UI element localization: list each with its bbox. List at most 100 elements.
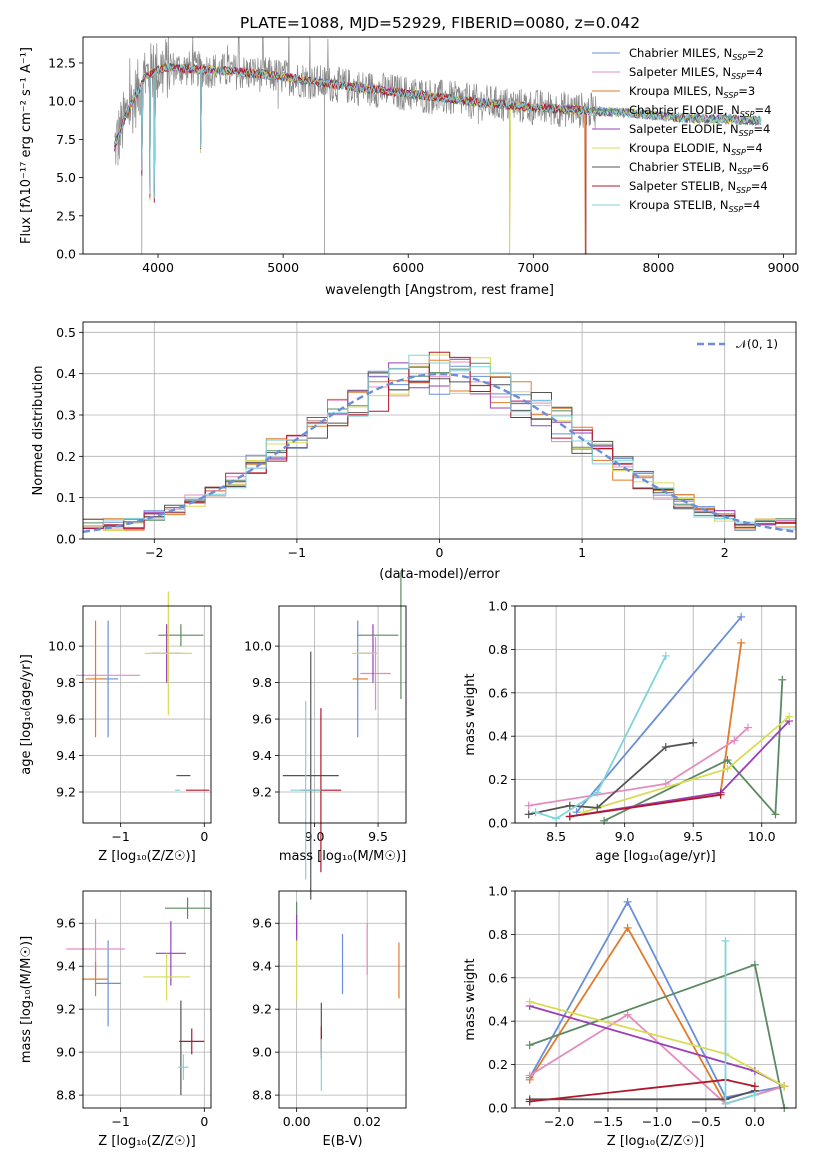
figure-title: PLATE=1088, MJD=52929, FIBERID=0080, z=0… — [240, 14, 640, 32]
x-tick-label: −1.0 — [642, 1114, 672, 1129]
weight-line — [569, 793, 721, 818]
mass-vs-extinction-panel: 0.00 0.02 8.8 9.0 9.2 9.4 9.6 E(B-V) — [252, 890, 407, 1149]
y-tick-label: 0.2 — [56, 449, 76, 464]
x-tick-label: 9.5 — [368, 829, 388, 844]
weight-line — [603, 679, 784, 822]
y-tick-label: 9.6 — [252, 916, 272, 931]
x-axis-label: Z [log₁₀(Z/Z☉)] — [98, 849, 195, 864]
histograms — [83, 351, 796, 539]
y-axis-label: Normed distribution — [31, 366, 46, 496]
x-tick-label: 8000 — [642, 260, 674, 275]
legend-label: Kroupa STELIB, NSSP=4 — [629, 198, 760, 214]
residual-histogram — [83, 366, 796, 539]
x-tick-label: 9.0 — [305, 829, 325, 844]
y-tick-label: 9.6 — [252, 712, 272, 727]
normal-curve — [83, 372, 796, 533]
y-tick-label: 0.2 — [488, 772, 508, 787]
legend-label: Chabrier ELODIE, NSSP=4 — [629, 103, 771, 119]
y-tick-label: 0.5 — [56, 325, 76, 340]
y-tick-label: 0.0 — [488, 816, 508, 831]
y-tick-label: 0.4 — [56, 366, 76, 381]
y-tick-label: 10.0 — [244, 639, 272, 654]
x-tick-label: −2 — [145, 545, 163, 560]
x-axis-label: wavelength [Angstrom, rest frame] — [325, 283, 554, 298]
legend-label: Kroupa MILES, NSSP=3 — [629, 84, 755, 100]
residual-histogram — [83, 354, 796, 539]
axes-frame — [82, 321, 797, 540]
y-axis-label: mass weight — [463, 958, 478, 1040]
legend-label: Chabrier MILES, NSSP=2 — [629, 46, 764, 62]
y-tick-label: 9.4 — [56, 748, 76, 763]
axes-frame — [82, 605, 212, 824]
age-vs-mass-panel: 9.0 9.5 9.2 9.4 9.6 9.8 10.0 mass [log₁₀(M/M☉)] — [244, 571, 407, 900]
x-tick-label: −1 — [111, 829, 129, 844]
y-tick-label: 8.8 — [252, 1088, 272, 1103]
spectrum-panel: 4000 5000 6000 7000 8000 9000 0.0 2.5 5.0 7.5 10.0… — [19, 36, 799, 298]
axes-frame — [514, 890, 797, 1109]
spectrum-lines — [113, 37, 762, 254]
y-tick-label: 0.6 — [488, 970, 508, 985]
y-tick-label: 0.4 — [488, 1014, 508, 1029]
y-tick-label: 9.2 — [56, 1002, 76, 1017]
legend: Chabrier MILES, NSSP=2 Salpeter MILES, NS… — [592, 46, 771, 214]
x-tick-label: 1 — [578, 545, 586, 560]
legend-label: Salpeter ELODIE, NSSP=4 — [629, 122, 770, 138]
y-tick-label: 1.0 — [488, 599, 508, 614]
y-tick-label: 5.0 — [56, 170, 76, 185]
x-axis-label: age [log₁₀(age/yr)] — [595, 849, 716, 864]
axes-frame — [278, 890, 407, 1109]
legend-label: Kroupa ELODIE, NSSP=4 — [629, 141, 763, 157]
x-tick-label: 0.0 — [745, 1114, 765, 1129]
model-spectrum — [113, 62, 587, 254]
x-axis-label: Z [log₁₀(Z/Z☉)] — [607, 1134, 704, 1149]
weight-line — [724, 940, 756, 1105]
y-tick-label: 7.5 — [56, 132, 76, 147]
x-tick-label: 4000 — [142, 260, 174, 275]
x-tick-label: 6000 — [392, 260, 424, 275]
x-axis-label: E(B-V) — [322, 1134, 362, 1149]
x-tick-label: 0.00 — [283, 1114, 311, 1129]
residual-histogram — [83, 351, 796, 539]
axes-frame — [514, 605, 797, 824]
residual-panel: −2 −1 0 1 2 0.0 0.1 0.2 0.3 0.4 0.5 (data-model)/er… — [31, 321, 797, 582]
y-tick-label: 9.4 — [252, 748, 272, 763]
axes-frame — [82, 890, 212, 1109]
x-tick-label: 8.5 — [546, 829, 566, 844]
y-tick-label: 9.0 — [252, 1045, 272, 1060]
y-tick-label: 9.8 — [56, 675, 76, 690]
model-spectrum — [113, 63, 762, 193]
y-tick-label: 10.0 — [48, 94, 76, 109]
x-tick-label: 0.02 — [353, 1114, 381, 1129]
y-tick-label: 0.8 — [488, 927, 508, 942]
y-tick-label: 0.3 — [56, 408, 76, 423]
x-tick-label: 9.0 — [615, 829, 635, 844]
x-tick-label: −2.0 — [544, 1114, 574, 1129]
y-axis-label: age [log₁₀(age/yr)] — [19, 654, 34, 775]
y-tick-label: 9.2 — [252, 1002, 272, 1017]
y-tick-label: 10.0 — [48, 639, 76, 654]
x-tick-label: −0.5 — [691, 1114, 721, 1129]
x-tick-label: 0 — [200, 829, 208, 844]
y-tick-label: 0.6 — [488, 685, 508, 700]
x-tick-label: −1.5 — [593, 1114, 623, 1129]
x-axis-label: Z [log₁₀(Z/Z☉)] — [98, 1134, 195, 1149]
residual-histogram — [83, 365, 796, 539]
x-tick-label: 0 — [436, 545, 444, 560]
y-tick-label: 9.6 — [56, 712, 76, 727]
mass-weight-vs-age-panel: 8.5 9.0 9.5 10.0 0.0 0.2 0.4 0.6 0.8 1.0 age [log₁… — [463, 599, 797, 864]
weight-line — [529, 1078, 756, 1103]
age-vs-metallicity-panel: −1 0 9.2 9.4 9.6 9.8 10.0 Z [log₁₀(Z/Z☉)] age [l… — [19, 591, 212, 864]
legend-label: 𝒩(0, 1) — [736, 337, 778, 351]
x-tick-label: −1 — [288, 545, 306, 560]
y-tick-label: 2.5 — [56, 208, 76, 223]
y-tick-label: 9.0 — [56, 1045, 76, 1060]
x-tick-label: 7000 — [517, 260, 549, 275]
x-tick-label: 10.0 — [748, 829, 776, 844]
y-tick-label: 0.1 — [56, 490, 76, 505]
y-axis-label: mass [log₁₀(M/M☉)] — [19, 936, 34, 1063]
y-axis-label: Flux [fλ10⁻¹⁷ erg cm⁻² s⁻¹ A⁻¹] — [19, 47, 34, 244]
y-tick-label: 0.0 — [488, 1101, 508, 1116]
legend-label: Salpeter MILES, NSSP=4 — [629, 65, 763, 81]
x-tick-label: 0 — [200, 1114, 208, 1129]
y-axis-label: mass weight — [463, 673, 478, 755]
